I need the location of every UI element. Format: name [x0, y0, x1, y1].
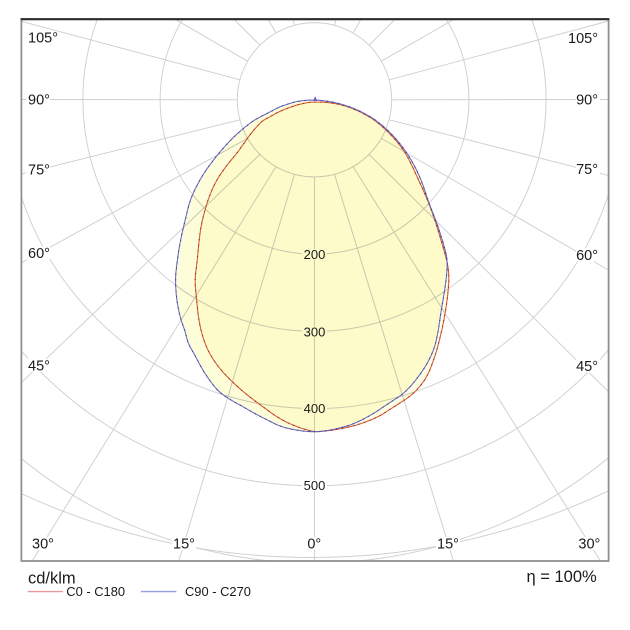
svg-text:400: 400: [304, 401, 326, 416]
svg-text:cd/klm: cd/klm: [28, 569, 76, 587]
svg-text:C0 - C180: C0 - C180: [66, 584, 125, 599]
svg-text:60°: 60°: [576, 248, 598, 264]
svg-text:30°: 30°: [32, 537, 54, 553]
svg-text:C90 - C270: C90 - C270: [185, 584, 251, 599]
svg-text:45°: 45°: [28, 358, 50, 374]
svg-text:105°: 105°: [568, 31, 598, 47]
svg-text:90°: 90°: [28, 93, 50, 109]
svg-text:200: 200: [304, 247, 326, 262]
svg-text:75°: 75°: [28, 163, 50, 179]
svg-text:75°: 75°: [576, 162, 598, 178]
svg-text:300: 300: [304, 325, 326, 340]
svg-text:60°: 60°: [28, 246, 50, 262]
svg-text:15°: 15°: [437, 537, 459, 553]
svg-text:500: 500: [304, 478, 326, 493]
svg-text:30°: 30°: [578, 537, 600, 553]
svg-text:105°: 105°: [28, 31, 58, 47]
svg-text:0°: 0°: [307, 537, 321, 553]
svg-text:η = 100%: η = 100%: [527, 568, 598, 586]
svg-text:90°: 90°: [576, 93, 598, 109]
svg-text:45°: 45°: [576, 359, 598, 375]
svg-text:15°: 15°: [173, 537, 195, 553]
